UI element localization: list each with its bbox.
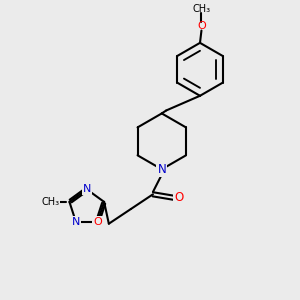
- Text: CH₃: CH₃: [192, 4, 211, 14]
- Text: CH₃: CH₃: [42, 197, 60, 207]
- Text: O: O: [175, 191, 184, 204]
- Text: O: O: [93, 217, 102, 227]
- Text: N: N: [72, 217, 80, 227]
- Text: N: N: [158, 163, 166, 176]
- Text: N: N: [82, 184, 91, 194]
- Text: O: O: [197, 21, 206, 31]
